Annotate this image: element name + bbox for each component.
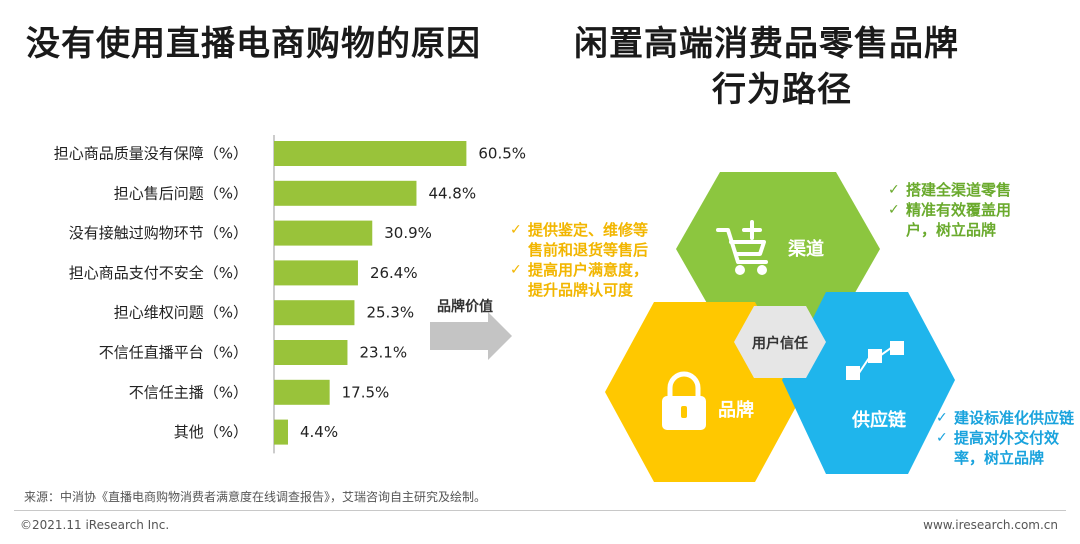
center-label: 用户信任 [752, 335, 808, 352]
supply-chain-label: 供应链 [851, 409, 907, 431]
arrow-icon [430, 312, 512, 360]
channel-label: 渠道 [788, 238, 824, 260]
category-label: 担心商品质量没有保障（%） [54, 145, 248, 163]
bullet-item: ✓ 精准有效覆盖用户，树立品牌 [888, 201, 1012, 239]
page-title-right-line2: 行为路径 [712, 70, 852, 110]
check-icon: ✓ [888, 202, 900, 218]
lock-icon [662, 371, 706, 430]
category-label: 担心维权问题（%） [114, 304, 248, 322]
supply-hexagon [782, 292, 955, 474]
brand-value-label: 品牌价值 [437, 299, 493, 315]
bar-0 [274, 141, 467, 166]
check-icon: ✓ [510, 222, 522, 238]
supply-bullet-list: ✓ 建设标准化供应链 ✓ 提高对外交付效率，树立品牌 [936, 408, 1076, 468]
category-label: 不信任直播平台（%） [99, 344, 248, 362]
brand-label: 品牌 [718, 399, 754, 421]
category-label: 不信任主播（%） [129, 383, 248, 401]
bar-4 [274, 300, 355, 326]
bar-6 [274, 379, 330, 405]
category-label: 担心商品支付不安全（%） [69, 264, 248, 282]
website-url: www.iresearch.com.cn [923, 518, 1058, 532]
bar-1 [274, 180, 417, 206]
supply-chain-icon [846, 341, 904, 380]
bullet-item: ✓ 提高用户满意度，提升品牌认可度 [510, 261, 649, 299]
value-label: 60.5% [478, 145, 526, 163]
bar-chart: 担心商品质量没有保障（%） 60.5% 担心售后问题（%） 44.8% 没有接触过购物环… [54, 135, 526, 454]
value-label: 4.4% [300, 423, 338, 441]
page-title-left: 没有使用直播电商购物的原因 [26, 24, 481, 64]
page-title-right-line1: 闲置高端消费品零售品牌 [574, 24, 959, 64]
footer-divider [14, 510, 1066, 511]
center-hexagon [734, 306, 826, 378]
check-icon: ✓ [888, 182, 900, 198]
bar-7 [274, 419, 288, 445]
bullet-item: ✓ 建设标准化供应链 [936, 409, 1075, 427]
value-label: 17.5% [342, 383, 390, 401]
value-label: 30.9% [384, 224, 432, 242]
category-label: 其他（%） [174, 423, 248, 441]
check-icon: ✓ [936, 430, 948, 446]
channel-hexagon [676, 172, 880, 326]
check-icon: ✓ [936, 410, 948, 426]
value-label: 23.1% [359, 344, 407, 362]
value-label: 25.3% [366, 304, 414, 322]
channel-bullet-list: ✓ 搭建全渠道零售 ✓ 精准有效覆盖用户，树立品牌 [888, 180, 1040, 240]
value-label: 26.4% [370, 264, 418, 282]
bar-3 [274, 260, 358, 286]
bullet-item: ✓ 提供鉴定、维修等售前和退货等售后 [510, 221, 649, 259]
check-icon: ✓ [510, 262, 522, 278]
bar-5 [274, 340, 348, 365]
category-label: 担心售后问题（%） [114, 184, 248, 202]
bullet-item: ✓ 提高对外交付效率，树立品牌 [936, 429, 1060, 467]
cart-icon [716, 220, 768, 275]
source-note: 来源：中消协《直播电商购物消费者满意度在线调查报告》，艾瑞咨询自主研究及绘制。 [24, 490, 487, 504]
copyright: ©2021.11 iResearch Inc. [20, 518, 170, 532]
bar-2 [274, 220, 373, 246]
value-label: 44.8% [428, 184, 476, 202]
bullet-item: ✓ 搭建全渠道零售 [888, 181, 1012, 199]
brand-bullet-list: ✓ 提供鉴定、维修等售前和退货等售后 ✓ 提高用户满意度，提升品牌认可度 [510, 220, 660, 300]
category-label: 没有接触过购物环节（%） [69, 224, 248, 242]
